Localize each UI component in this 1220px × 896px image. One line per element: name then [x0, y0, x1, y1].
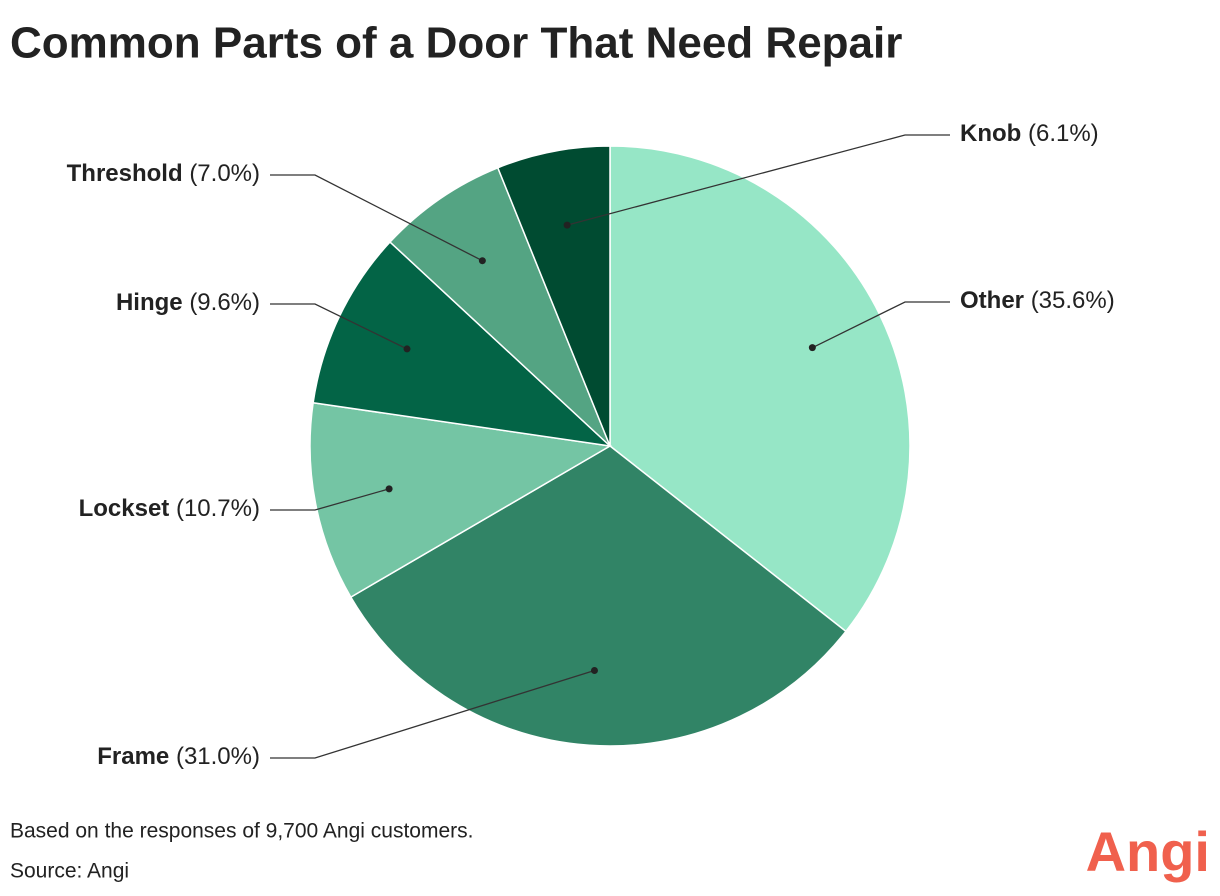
slice-label: Knob (6.1%)	[960, 120, 1099, 147]
slice-label: Frame (31.0%)	[97, 743, 260, 770]
leader-line	[812, 301, 950, 349]
pie-slice	[388, 166, 611, 447]
source: Source: Angi	[10, 860, 129, 883]
category-name: Other	[960, 287, 1024, 314]
chart-title: Common Parts of a Door That Need Repair	[10, 19, 902, 68]
leader-dot	[478, 257, 486, 265]
leader-dot	[385, 485, 393, 493]
leader-line	[270, 174, 483, 262]
leader-dot	[590, 666, 598, 674]
leader-dot	[403, 345, 411, 353]
leader-line	[270, 488, 390, 511]
value-label: (6.1%)	[1028, 120, 1099, 147]
leader-dot	[563, 221, 571, 229]
value-label: (35.6%)	[1031, 287, 1115, 314]
value-label: (10.7%)	[176, 495, 260, 522]
leader-line	[270, 669, 595, 759]
category-name: Lockset	[79, 495, 170, 522]
category-name: Frame	[97, 743, 169, 770]
leader-line	[270, 303, 408, 350]
slice-label: Hinge (9.6%)	[116, 289, 260, 316]
value-label: (9.6%)	[189, 289, 260, 316]
note: Based on the responses of 9,700 Angi cus…	[10, 820, 473, 843]
category-name: Knob	[960, 120, 1021, 147]
pie-slice	[309, 401, 613, 599]
slice-label: Other (35.6%)	[960, 287, 1115, 314]
slice-label: Lockset (10.7%)	[79, 495, 260, 522]
category-name: Threshold	[67, 160, 183, 187]
value-label: (7.0%)	[189, 160, 260, 187]
leader-line	[566, 134, 950, 226]
leader-dot	[808, 344, 816, 352]
slice-label: Threshold (7.0%)	[67, 160, 260, 187]
logo: Angi	[1086, 820, 1210, 883]
category-name: Hinge	[116, 289, 183, 316]
value-label: (31.0%)	[176, 743, 260, 770]
pie-slice	[349, 445, 847, 747]
